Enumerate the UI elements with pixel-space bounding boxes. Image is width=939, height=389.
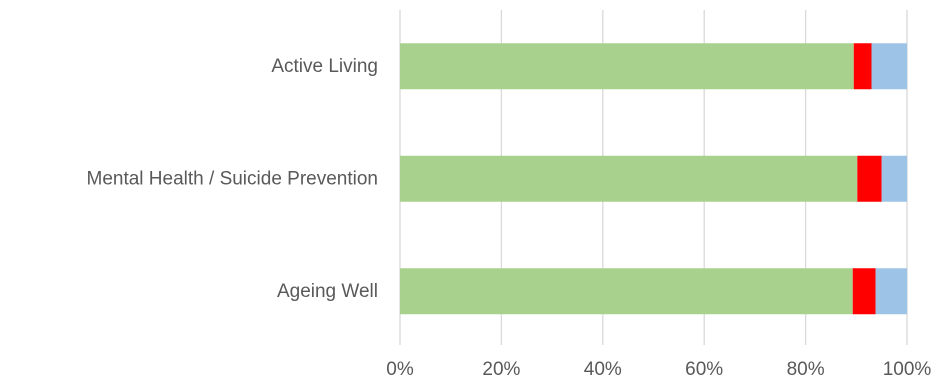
x-tick-label: 40% [584,359,622,380]
x-tick-label: 0% [386,359,414,380]
category-label: Mental Health / Suicide Prevention [87,168,379,189]
x-tick-label: 20% [482,359,520,380]
bar-segment [400,155,858,202]
bar-segment [853,43,872,90]
bar-segment [857,155,882,202]
bar-segment [881,155,907,202]
x-tick-label: 80% [787,359,825,380]
x-tick-label: 60% [685,359,723,380]
category-labels: Active Living Mental Health / Suicide Pre… [87,56,379,302]
x-tick-label: 100% [883,359,932,380]
bar-segment [875,268,907,315]
bar-segment [400,43,854,90]
category-label: Active Living [271,56,378,77]
bar-segment [871,43,907,90]
bars [400,43,907,315]
category-label: Ageing Well [277,281,378,302]
x-axis-ticks: 0% 20% 40% 60% 80% 100% [386,359,931,380]
bar-segment [852,268,876,315]
bar-segment [400,268,853,315]
